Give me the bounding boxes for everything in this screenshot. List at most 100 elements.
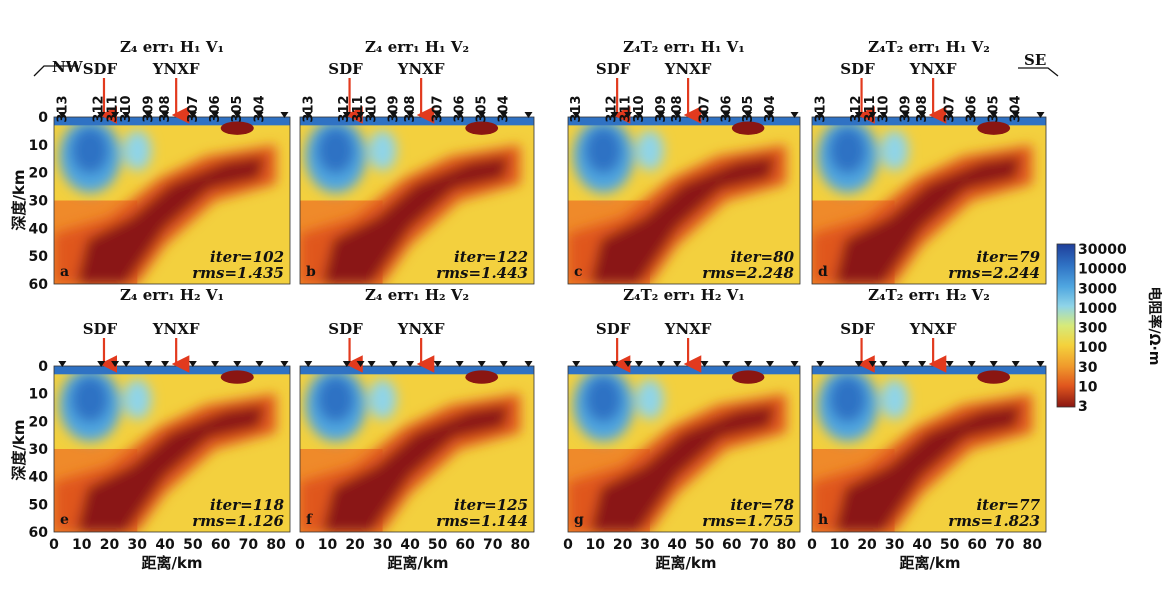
fault-label-ynxf: YNXF: [397, 320, 445, 338]
distance-tick-label: 20: [100, 537, 120, 553]
station-marker: [879, 361, 888, 367]
y-axis-label-bottom: 深度/km: [10, 419, 28, 480]
station-marker: [879, 112, 888, 118]
distance-tick-label: 20: [857, 537, 877, 553]
station-label: 313: [569, 95, 584, 122]
station-marker: [280, 361, 289, 367]
station-marker: [406, 112, 415, 118]
station-marker: [572, 361, 581, 367]
station-marker: [945, 112, 954, 118]
depth-tick-label: 30: [29, 442, 49, 458]
station-marker: [499, 112, 508, 118]
colorbar-tick-label: 300: [1078, 321, 1107, 337]
station-marker: [901, 361, 910, 367]
depth-tick-label: 60: [29, 525, 49, 541]
distance-tick-label: 50: [428, 537, 448, 553]
station-marker: [656, 361, 665, 367]
station-marker: [161, 112, 170, 118]
station-marker: [656, 112, 665, 118]
panel-title: Z₄ err₁ H₁ V₂: [365, 38, 469, 56]
station-marker: [433, 112, 442, 118]
x-axis-label-3: 距离/km: [655, 554, 716, 572]
distance-tick-label: 60: [211, 537, 231, 553]
iter-label: iter=80: [730, 248, 794, 266]
station-marker: [1036, 112, 1045, 118]
depth-tick-label: 20: [29, 414, 49, 430]
station-label: 306: [719, 95, 734, 122]
station-marker: [634, 112, 643, 118]
station-marker: [304, 361, 313, 367]
station-label: 313: [301, 95, 316, 122]
distance-tick-label: 0: [49, 537, 59, 553]
svg-text:NW: NW: [52, 58, 84, 76]
station-label: 304: [1009, 95, 1024, 122]
x-axis-label-4: 距离/km: [899, 554, 960, 572]
station-marker: [144, 112, 153, 118]
distance-tick-label: 10: [72, 537, 92, 553]
rms-label: rms=1.823: [948, 512, 1040, 530]
station-marker: [367, 361, 376, 367]
station-marker: [122, 112, 131, 118]
station-marker: [901, 112, 910, 118]
fault-label-ynxf: YNXF: [152, 320, 200, 338]
panel-letter: e: [60, 512, 69, 528]
station-marker: [356, 361, 365, 367]
panel-title: Z₄ err₁ H₂ V₂: [365, 286, 469, 304]
fault-label-sdf: SDF: [328, 60, 363, 78]
colorbar-tick-label: 3000: [1078, 281, 1117, 297]
distance-tick-label: 40: [912, 537, 932, 553]
station-marker: [188, 112, 197, 118]
distance-tick-label: 60: [722, 537, 742, 553]
distance-tick-label: 0: [295, 537, 305, 553]
station-label: 305: [230, 95, 245, 122]
station-marker: [765, 361, 774, 367]
fault-label-ynxf: YNXF: [152, 60, 200, 78]
station-label: 311: [105, 95, 120, 122]
colorbar-tick-label: 30: [1078, 360, 1098, 376]
station-marker: [233, 361, 242, 367]
station-marker: [477, 112, 486, 118]
direction-se: SE: [1018, 51, 1059, 77]
distance-tick-label: 20: [345, 537, 365, 553]
fault-label-sdf: SDF: [596, 60, 631, 78]
distance-tick-label: 10: [830, 537, 850, 553]
resistivity-section: [300, 366, 534, 532]
distance-tick-label: 10: [586, 537, 606, 553]
colorbar-tick-label: 3: [1078, 399, 1088, 415]
station-marker: [722, 361, 731, 367]
panel-letter: f: [306, 512, 313, 528]
panel-letter: c: [574, 264, 583, 280]
station-marker: [624, 112, 633, 118]
station-marker: [989, 112, 998, 118]
rms-label: rms=1.435: [192, 264, 284, 282]
panel-letter: h: [818, 512, 828, 528]
station-marker: [1011, 112, 1020, 118]
distance-tick-label: 70: [749, 537, 769, 553]
station-label: 312: [337, 95, 352, 122]
station-label: 310: [632, 95, 647, 122]
station-marker: [1036, 361, 1045, 367]
station-marker: [868, 112, 877, 118]
station-marker: [499, 361, 508, 367]
rms-label: rms=2.244: [948, 264, 1040, 282]
distance-tick-label: 50: [183, 537, 203, 553]
station-label: 311: [351, 95, 366, 122]
station-marker: [673, 361, 682, 367]
station-marker: [433, 361, 442, 367]
depth-tick-label: 40: [29, 470, 49, 486]
station-marker: [342, 361, 351, 367]
station-marker: [524, 112, 533, 118]
station-marker: [255, 361, 264, 367]
iter-label: iter=122: [454, 248, 528, 266]
x-axis-label-2: 距离/km: [387, 554, 448, 572]
distance-tick-label: 80: [266, 537, 286, 553]
station-marker: [918, 112, 927, 118]
station-marker: [744, 361, 753, 367]
station-marker: [97, 112, 106, 118]
station-label: 309: [899, 95, 914, 122]
station-marker: [854, 112, 863, 118]
station-marker: [700, 361, 709, 367]
colorbar-gradient: [1056, 243, 1076, 408]
